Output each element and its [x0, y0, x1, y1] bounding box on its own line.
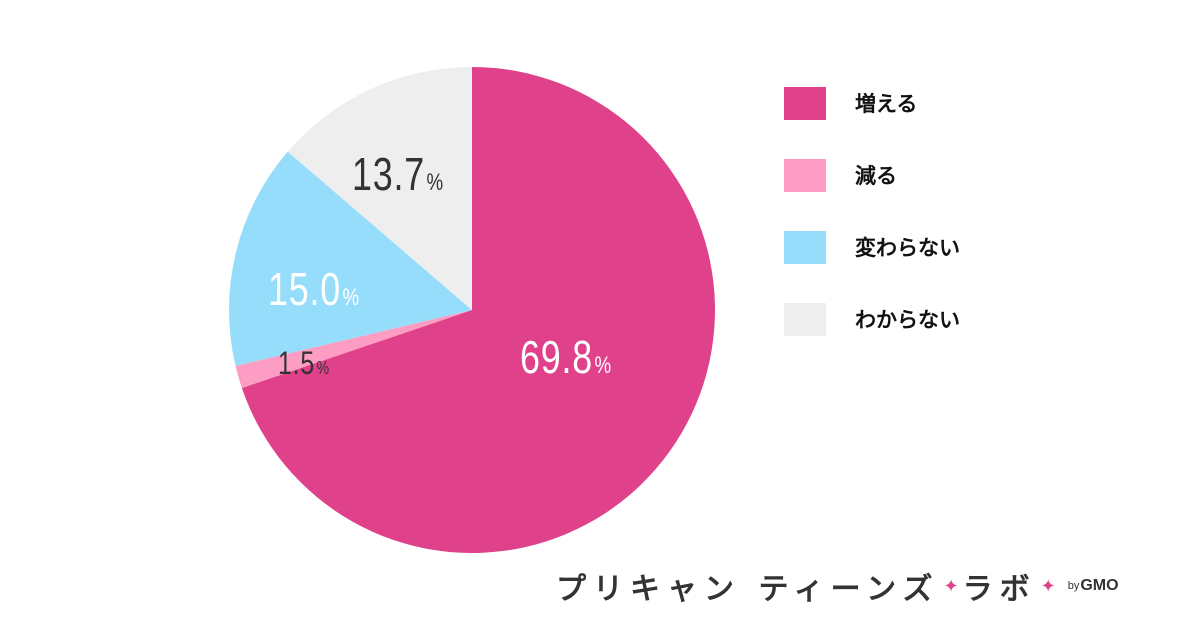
legend-label-increase: 増える	[855, 92, 918, 116]
sparkle-icon: ✦	[1040, 575, 1056, 597]
legend: 増える 減る 変わらない わからない	[784, 86, 1104, 374]
slice-value-unknown: 13.7	[352, 148, 425, 200]
percent-sign: %	[426, 169, 444, 196]
slice-label-unknown: 13.7%	[352, 147, 444, 201]
brand-company: GMO	[1080, 577, 1119, 594]
slice-label-unchanged: 15.0%	[268, 262, 360, 316]
legend-item-unchanged: 変わらない	[784, 230, 1104, 264]
pie-slice-unknown	[287, 66, 472, 310]
legend-swatch-unchanged	[784, 230, 826, 264]
brand-name-main: プリキャン ティーンズ	[556, 572, 940, 607]
pie-slice-unchanged	[229, 151, 472, 366]
legend-item-decrease: 減る	[784, 158, 1104, 192]
percent-sign: %	[594, 352, 612, 379]
pie-slice-increase	[241, 67, 716, 553]
legend-item-increase: 増える	[784, 86, 1104, 120]
legend-swatch-decrease	[784, 158, 826, 192]
slice-value-unchanged: 15.0	[268, 263, 341, 315]
slice-value-increase: 69.8	[520, 331, 593, 383]
legend-label-decrease: 減る	[855, 164, 897, 188]
legend-swatch-unknown	[784, 302, 826, 336]
brand-logo: プリキャン ティーンズ ✦ ラボ ✦ by GMO	[556, 566, 1119, 607]
percent-sign: %	[316, 358, 330, 378]
sparkle-icon: ✦	[943, 575, 959, 597]
legend-label-unknown: わからない	[855, 308, 960, 332]
brand-name-labo: ラボ	[962, 572, 1037, 607]
legend-swatch-increase	[784, 86, 826, 120]
pie-slice-decrease	[235, 310, 472, 388]
legend-label-unchanged: 変わらない	[855, 236, 960, 260]
slice-label-decrease: 1.5%	[278, 345, 330, 382]
slice-value-decrease: 1.5	[278, 345, 316, 381]
percent-sign: %	[342, 284, 360, 311]
slice-label-increase: 69.8%	[520, 330, 612, 384]
legend-item-unknown: わからない	[784, 302, 1104, 336]
brand-by: by	[1067, 580, 1080, 592]
